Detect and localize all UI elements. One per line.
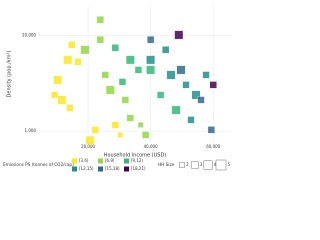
point [63,55,73,65]
point [146,65,155,75]
x-tick-label: 60,000 [206,144,220,149]
point [105,85,115,95]
point [191,90,201,100]
point [174,30,184,40]
legend-swatch [98,166,103,172]
legend-label: [3,6) [79,158,89,163]
point [111,44,119,52]
point [137,122,144,128]
point [197,96,205,104]
point [117,132,124,138]
point [209,81,217,89]
legend-title: Emissions PS (tonnes of CO2/cap) [3,162,74,167]
point [134,66,142,74]
point [66,104,74,112]
point [53,75,63,85]
y-tick-label: 10,000 [22,33,36,38]
point [187,116,195,124]
x-axis-title: Household income (USD) [104,153,167,159]
x-tick-label: 40,000 [144,144,158,149]
y-tick-label: 1,000 [25,128,37,133]
point [176,65,186,75]
point [157,91,165,99]
size-legend-label: 3 [200,162,203,167]
legend-label: [9,12) [131,158,143,163]
legend-swatch [124,166,129,172]
point [126,114,134,122]
size-legend-key [203,160,213,170]
point [80,45,90,55]
point [91,126,99,134]
legend-swatch [98,158,103,164]
size-legend-label: 2 [186,162,189,167]
y-axis-title: Density (pop./km²) [7,50,13,97]
point [125,55,135,65]
point [171,105,181,115]
point [118,78,127,86]
legend-label: [15,18) [105,166,120,171]
point [111,121,119,129]
size-legend-key [191,161,199,169]
point [57,95,67,105]
point [162,46,170,54]
point [96,16,104,24]
legend-swatch [124,158,129,164]
size-legend-key [215,159,227,171]
size-legend-label: 5 [228,162,231,167]
legend-label: [6,9) [105,158,115,163]
point [146,55,155,65]
legend-swatch [72,158,77,164]
background [0,0,235,176]
point [182,81,190,89]
point [101,71,109,79]
point [121,96,129,104]
point [147,36,155,44]
point [142,131,150,139]
size-legend-label: 4 [214,162,217,167]
size-legend-key [179,162,185,168]
point [85,135,95,145]
chart: Household income (USD) Density (pop./km²… [0,0,235,176]
point [74,58,82,66]
point [51,91,59,99]
point [202,71,210,79]
legend-label: [18,21) [131,166,146,171]
legend-swatch [72,166,77,172]
size-legend-title: HH Size [158,162,175,167]
x-tick-label: 20,000 [81,144,95,149]
point [96,36,104,44]
point [207,126,215,134]
point [68,41,76,49]
legend-label: [12,15) [79,166,94,171]
point [166,70,176,80]
